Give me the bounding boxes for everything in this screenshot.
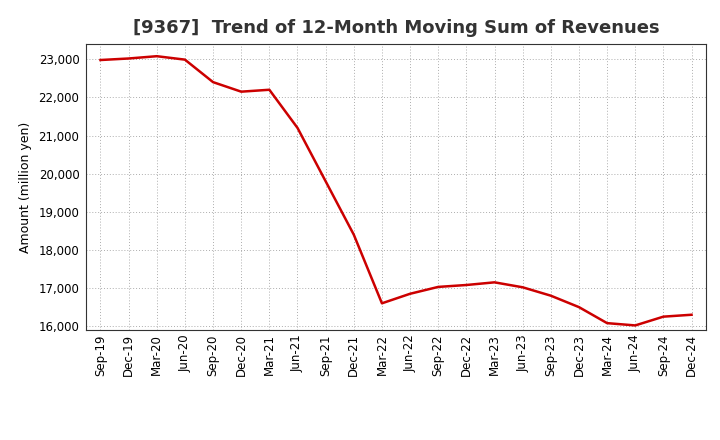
- Title: [9367]  Trend of 12-Month Moving Sum of Revenues: [9367] Trend of 12-Month Moving Sum of R…: [132, 19, 660, 37]
- Y-axis label: Amount (million yen): Amount (million yen): [19, 121, 32, 253]
